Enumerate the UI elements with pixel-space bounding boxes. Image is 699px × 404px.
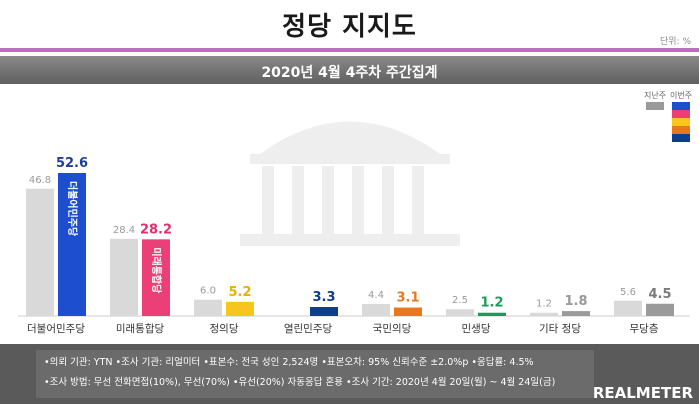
bar-previous: [194, 299, 222, 316]
bar-current-value-label: 5.2: [228, 285, 251, 300]
bar-previous: [446, 309, 474, 316]
category-label: 민생당: [462, 323, 491, 335]
bar-current-value-label: 1.2: [480, 296, 503, 311]
bar-current-value-label: 28.2: [140, 222, 172, 237]
bar-current: [142, 239, 170, 316]
footer-line-2: •조사 방법: 무선 전화면접(10%), 무선(70%) •유선(20%) 자…: [44, 377, 556, 388]
category-label: 기타 정당: [539, 323, 581, 335]
bar-current: [562, 311, 590, 316]
footer-line-1: •의뢰 기관: YTN •조사 기관: 리얼미터 •표본수: 전국 성인 2,5…: [44, 357, 534, 368]
bar-previous: [530, 312, 558, 316]
bar-previous-value-label: 28.4: [113, 225, 135, 236]
bar-current: [478, 312, 506, 316]
building-watermark-icon: [240, 121, 460, 246]
category-label: 정의당: [210, 323, 239, 335]
bar-current: [394, 307, 422, 316]
category-label: 국민의당: [373, 323, 412, 335]
legend-previous-swatch: [646, 102, 664, 110]
category-label: 더불어민주당: [27, 323, 85, 335]
legend-current-label: 이번주: [670, 91, 693, 100]
bar-previous-value-label: 4.4: [368, 290, 384, 301]
bar-party-logo-text: 미래통합당: [150, 247, 163, 294]
bar-previous-value-label: 46.8: [29, 175, 51, 186]
category-label: 열린민주당: [284, 323, 333, 335]
footer: •의뢰 기관: YTN •조사 기관: 리얼미터 •표본수: 전국 성인 2,5…: [0, 344, 699, 404]
unit-label: 단위: %: [659, 37, 691, 47]
bar-current: [58, 173, 86, 316]
legend-current-swatch: [672, 134, 690, 142]
bar-party-logo-text: 더불어민주당: [66, 181, 79, 237]
bar-current-value-label: 4.5: [648, 287, 671, 302]
bar-current-value-label: 3.3: [312, 290, 335, 305]
bar-current: [310, 307, 338, 316]
legend-current-swatch: [672, 118, 690, 126]
bar-previous-value-label: 5.6: [620, 287, 636, 298]
category-label: 미래통합당: [116, 323, 165, 335]
footer-note-box: [36, 350, 594, 398]
bar-current: [226, 301, 254, 316]
bar-previous: [614, 300, 642, 316]
bar-previous-value-label: 1.2: [536, 299, 552, 310]
bar-previous: [362, 304, 390, 316]
category-label: 무당층: [630, 323, 659, 335]
chart-subtitle: 2020년 4월 4주차 주간집계: [261, 65, 438, 81]
legend-previous-label: 지난주: [644, 91, 667, 100]
bar-previous-value-label: 6.0: [200, 286, 216, 297]
bar-current-value-label: 3.1: [396, 291, 419, 306]
subtitle-bar: 2020년 4월 4주차 주간집계: [0, 56, 699, 84]
legend-current-swatch: [672, 110, 690, 118]
bar-previous: [110, 238, 138, 316]
divider: [0, 48, 699, 52]
bar-previous: [26, 188, 54, 316]
legend-current-swatch: [672, 126, 690, 134]
page-title: 정당 지지도: [282, 12, 417, 42]
legend-current-swatch: [672, 102, 690, 110]
bar-current-value-label: 1.8: [564, 294, 587, 309]
bar-current-value-label: 52.6: [56, 156, 88, 171]
brand-logo: REALMETER: [592, 384, 693, 402]
header: 정당 지지도 단위: %: [0, 0, 699, 48]
bar-current: [646, 303, 674, 316]
bar-previous-value-label: 2.5: [452, 295, 468, 306]
